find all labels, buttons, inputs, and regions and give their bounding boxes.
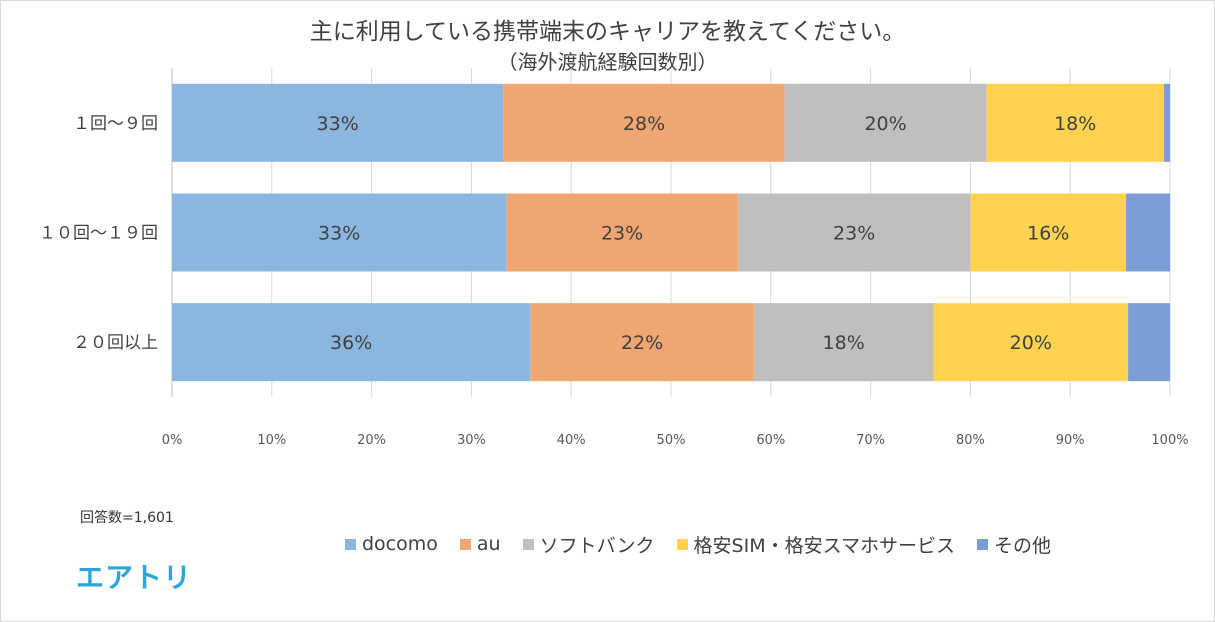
bar-segment xyxy=(737,193,971,272)
data-label: 36% xyxy=(330,332,372,354)
bar-segment xyxy=(172,83,504,162)
data-label: 23% xyxy=(601,223,643,245)
data-labels: 33% 28% 20% 18% 33% 23% 23% 16% 36% 22% 18% 20% xyxy=(317,113,1097,354)
legend-item: 格安SIM・格安スマホサービス xyxy=(676,531,956,558)
data-label: 18% xyxy=(823,332,865,354)
x-tick-label: 60% xyxy=(756,433,785,448)
x-tick-label: 20% xyxy=(357,433,386,448)
response-count: 回答数=1,601 xyxy=(80,510,174,526)
bar-segment xyxy=(172,303,531,382)
data-label: 28% xyxy=(623,113,665,135)
legend-swatch xyxy=(977,538,989,550)
bar-segment xyxy=(530,303,754,382)
x-tick-labels: 0% 10% 20% 30% 40% 50% 60% 70% 80% 90% 100% xyxy=(162,433,1189,448)
bar-segment xyxy=(1128,303,1170,382)
data-label: 22% xyxy=(621,332,663,354)
legend-swatch xyxy=(676,538,688,550)
legend-label: docomo xyxy=(362,533,438,555)
legend-label: 格安SIM・格安スマホサービス xyxy=(693,534,956,557)
bar-segment xyxy=(506,193,738,272)
x-tick-label: 40% xyxy=(557,433,586,448)
legend-item: au xyxy=(459,533,501,555)
category-label: １０回～１９回 xyxy=(39,224,158,244)
legend-item: docomo xyxy=(345,533,438,555)
bar-segment xyxy=(1126,193,1170,272)
data-label: 23% xyxy=(833,223,875,245)
x-tick-label: 80% xyxy=(956,433,985,448)
x-tick-label: 30% xyxy=(457,433,486,448)
chart-title: 主に利用している携帯端末のキャリアを教えてください。 xyxy=(309,19,906,45)
bar-segment xyxy=(172,193,507,272)
bar-segment xyxy=(986,83,1165,162)
bar-segment xyxy=(784,83,987,162)
x-tick-label: 10% xyxy=(257,433,286,448)
legend: docomo au ソフトバンク 格安SIM・格安スマホサービス その他 xyxy=(345,531,1051,558)
x-tick-label: 90% xyxy=(1056,433,1085,448)
legend-label: au xyxy=(476,533,501,555)
bar-segment xyxy=(970,193,1127,272)
bar-segment xyxy=(753,303,934,382)
legend-label: ソフトバンク xyxy=(539,534,655,557)
bars xyxy=(172,83,1170,382)
data-label: 20% xyxy=(1010,332,1052,354)
bar-segment xyxy=(503,83,785,162)
legend-item: ソフトバンク xyxy=(522,531,655,558)
legend-swatch xyxy=(459,538,471,550)
airtrip-logo: エアトリ xyxy=(76,561,193,594)
bar-segment xyxy=(1164,83,1170,162)
category-label: １回～９回 xyxy=(73,114,158,134)
data-label: 20% xyxy=(864,113,906,135)
x-tick-label: 70% xyxy=(856,433,885,448)
data-label: 33% xyxy=(318,223,360,245)
x-tick-label: 50% xyxy=(657,433,686,448)
category-labels: １回～９回 １０回～１９回 ２０回以上 xyxy=(39,114,158,353)
data-label: 16% xyxy=(1027,223,1069,245)
chart-subtitle: （海外渡航経験回数別） xyxy=(497,50,718,74)
data-label: 33% xyxy=(317,113,359,135)
legend-item: その他 xyxy=(977,531,1051,558)
x-tick-label: 0% xyxy=(162,433,183,448)
category-label: ２０回以上 xyxy=(73,333,158,353)
x-tick-label: 100% xyxy=(1151,433,1188,448)
legend-label: その他 xyxy=(994,534,1052,557)
data-label: 18% xyxy=(1054,113,1096,135)
legend-swatch xyxy=(345,538,356,550)
bar-segment xyxy=(933,303,1129,382)
legend-swatch xyxy=(522,538,534,550)
